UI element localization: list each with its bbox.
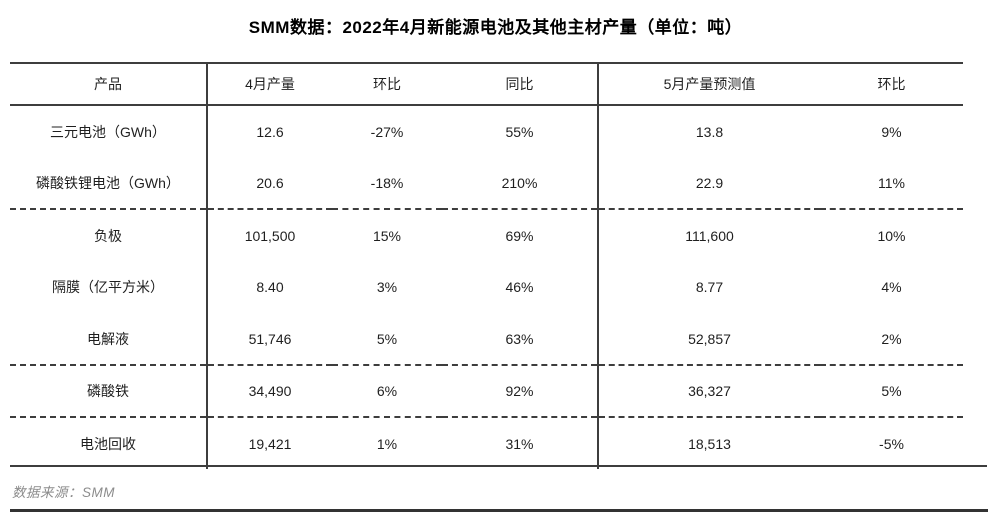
cell-april-output: 12.6 [256, 123, 284, 140]
table-row-separator-film: 隔膜（亿平方米） 8.40 3% 46% 8.77 4% [10, 261, 963, 313]
table-row-anode: 负极 101,500 15% 69% 111,600 10% [10, 209, 963, 261]
cell-yoy: 55% [442, 105, 599, 157]
cell-mom: -27% [370, 123, 404, 140]
cell-mom: 6% [376, 383, 398, 399]
cell-may-forecast: 22.9 [695, 174, 724, 191]
col-header-may-forecast: 5月产量预测值 [663, 76, 756, 92]
cell-may-mom: 4% [881, 279, 902, 295]
cell-april-output: 19,421 [248, 435, 292, 452]
cell-mom: 15% [372, 227, 402, 244]
cell-mom: 5% [376, 330, 398, 347]
cell-yoy: 31% [442, 417, 599, 469]
table-row-iron-phosphate: 磷酸铁 34,490 6% 92% 36,327 5% [10, 365, 963, 417]
cell-product: 磷酸铁锂电池（GWh） [10, 157, 208, 209]
cell-may-mom: 5% [881, 383, 902, 399]
cell-mom: 3% [376, 279, 398, 295]
cell-may-forecast: 36,327 [688, 383, 731, 399]
table-header-row: 产品 4月产量 环比 同比 5月产量预测值 环比 [10, 63, 963, 105]
cell-may-mom: 2% [881, 330, 902, 347]
cell-yoy: 63% [442, 313, 599, 365]
cell-may-mom: 11% [878, 174, 905, 191]
cell-mom: 1% [376, 435, 398, 452]
cell-yoy: 46% [442, 261, 599, 313]
cell-may-forecast: 111,600 [685, 227, 734, 244]
cell-product: 电解液 [10, 313, 208, 365]
cell-mom: -18% [370, 174, 404, 191]
bottom-divider [10, 509, 988, 512]
col-header-april-output: 4月产量 [245, 76, 295, 92]
cell-april-output: 34,490 [248, 383, 292, 399]
cell-product: 三元电池（GWh） [10, 105, 208, 157]
table-row-lfp-battery: 磷酸铁锂电池（GWh） 20.6 -18% 210% 22.9 11% [10, 157, 963, 209]
table-row-ternary-battery: 三元电池（GWh） 12.6 -27% 55% 13.8 9% [10, 105, 963, 157]
col-header-may-mom: 环比 [877, 76, 906, 92]
cell-april-output: 8.40 [256, 279, 284, 295]
production-table: 产品 4月产量 环比 同比 5月产量预测值 环比 三元电池（GWh） 12.6 … [10, 62, 963, 469]
cell-product: 隔膜（亿平方米） [10, 261, 208, 313]
cell-yoy: 92% [442, 365, 599, 417]
cell-yoy: 69% [442, 209, 599, 261]
cell-may-forecast: 13.8 [695, 123, 724, 140]
cell-may-mom: -5% [879, 435, 904, 452]
cell-april-output: 51,746 [248, 330, 292, 347]
cell-april-output: 101,500 [244, 227, 296, 244]
col-header-yoy: 同比 [442, 63, 599, 105]
cell-product: 负极 [10, 209, 208, 261]
col-header-product: 产品 [10, 63, 208, 105]
cell-may-forecast: 18,513 [688, 435, 731, 452]
table-row-electrolyte: 电解液 51,746 5% 63% 52,857 2% [10, 313, 963, 365]
cell-may-forecast: 52,857 [688, 330, 731, 347]
cell-product: 电池回收 [10, 417, 208, 469]
table-bottom-border [10, 465, 987, 467]
cell-product: 磷酸铁 [10, 365, 208, 417]
data-source-note: 数据来源：SMM [12, 485, 115, 500]
table-row-battery-recycling: 电池回收 19,421 1% 31% 18,513 -5% [10, 417, 963, 469]
page-title: SMM数据：2022年4月新能源电池及其他主材产量（单位：吨） [248, 18, 743, 37]
cell-may-mom: 10% [877, 227, 906, 244]
cell-may-forecast: 8.77 [695, 279, 724, 295]
cell-april-output: 20.6 [256, 174, 284, 191]
cell-yoy: 210% [442, 157, 599, 209]
col-header-mom: 环比 [373, 76, 401, 92]
cell-may-mom: 9% [881, 123, 902, 140]
